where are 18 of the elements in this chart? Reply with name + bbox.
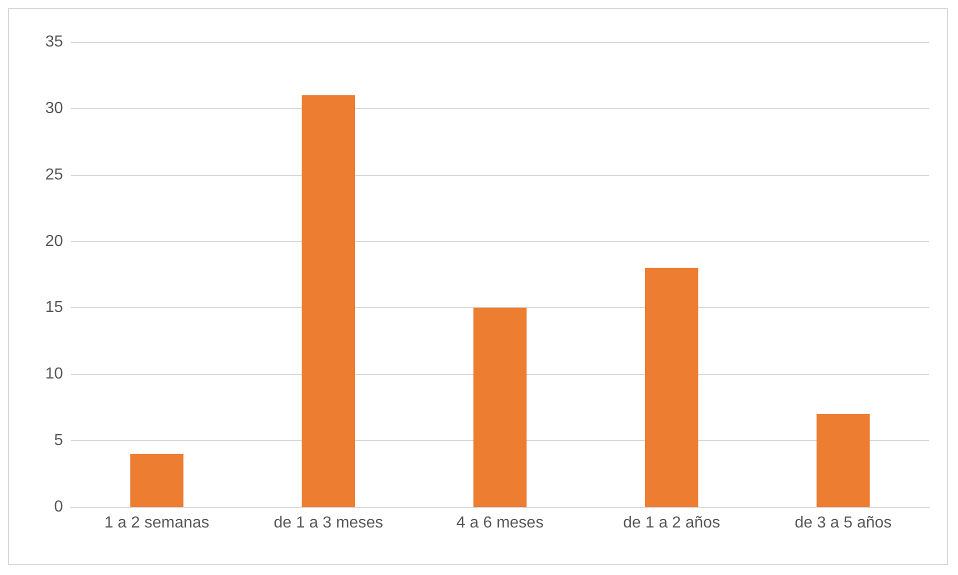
bar (302, 95, 355, 507)
x-tick-label: 1 a 2 semanas (104, 514, 210, 532)
bar (473, 308, 527, 507)
y-tick-label: 0 (54, 498, 64, 516)
y-tick-label: 35 (45, 34, 64, 50)
y-tick-label: 10 (45, 366, 64, 383)
bar (645, 268, 698, 507)
x-tick-label: de 1 a 3 meses (274, 514, 384, 532)
y-tick-label: 25 (45, 166, 64, 184)
x-tick-label: de 1 a 2 años (623, 514, 720, 532)
x-tick-label: 4 a 6 meses (456, 514, 544, 532)
y-tick-label: 20 (45, 232, 64, 250)
y-tick-label: 30 (45, 100, 64, 117)
y-tick-label: 15 (45, 299, 64, 316)
x-tick-label: de 3 a 5 años (794, 514, 892, 532)
bar (130, 454, 184, 507)
bar (816, 414, 870, 507)
y-tick-label: 5 (54, 432, 64, 450)
